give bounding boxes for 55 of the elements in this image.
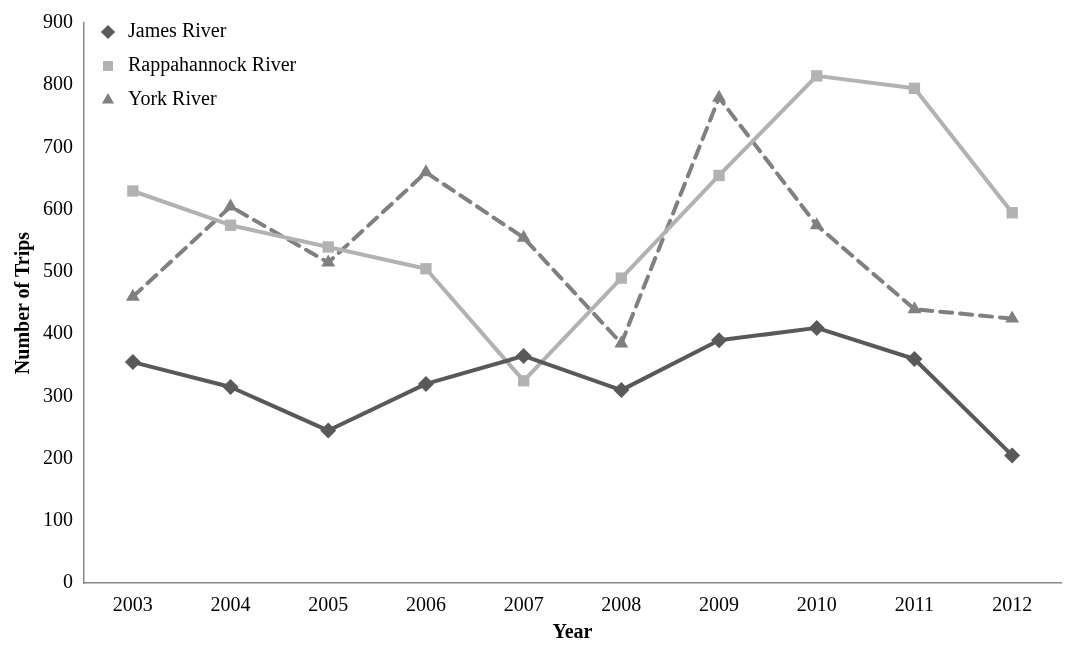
legend-label: York River	[128, 87, 217, 110]
point	[1004, 447, 1021, 464]
point	[713, 169, 725, 182]
point	[320, 422, 337, 439]
point	[1005, 310, 1020, 323]
point	[809, 217, 824, 230]
y-tick-label: 200	[43, 445, 73, 468]
x-tick-label: 2008	[601, 593, 642, 616]
x-tick-label: 2012	[992, 593, 1033, 616]
point	[420, 263, 432, 275]
y-tick-label: 700	[43, 134, 73, 157]
point	[712, 89, 726, 102]
point	[615, 272, 628, 284]
x-tick-label: 2007	[503, 593, 544, 616]
point	[224, 219, 237, 231]
point	[322, 241, 334, 253]
point	[906, 351, 923, 367]
y-axis-title: Number of Trips	[11, 231, 35, 375]
x-axis-title: Year	[552, 620, 593, 643]
point	[222, 379, 239, 395]
x-tick-label: 2006	[405, 593, 446, 616]
x-tick-label: 2011	[894, 593, 935, 616]
point	[125, 288, 140, 301]
point	[907, 301, 922, 314]
point	[223, 198, 238, 211]
point	[515, 347, 532, 364]
point	[1006, 207, 1018, 219]
x-tick-label: 2005	[308, 593, 349, 616]
point	[516, 229, 531, 242]
y-tick-label: 800	[43, 72, 73, 95]
point	[613, 382, 630, 399]
point	[517, 375, 530, 387]
y-tick-label: 500	[43, 259, 73, 282]
point	[808, 319, 825, 336]
point	[321, 254, 336, 267]
x-tick-label: 2009	[699, 593, 740, 616]
point	[811, 70, 823, 82]
legend-label: Rappahannock River	[128, 53, 297, 77]
y-tick-label: 300	[43, 383, 73, 406]
x-tick-label: 2004	[210, 593, 251, 616]
point	[908, 82, 921, 94]
y-tick-label: 600	[43, 196, 73, 219]
y-tick-label: 0	[63, 570, 73, 593]
point	[127, 185, 139, 197]
legend-label: James River	[128, 19, 227, 42]
y-tick-label: 400	[43, 321, 73, 344]
point	[124, 354, 141, 371]
point	[417, 375, 434, 392]
x-tick-label: 2010	[796, 593, 837, 616]
x-tick-label: 2003	[112, 593, 153, 616]
point	[711, 332, 728, 349]
y-tick-label: 900	[43, 10, 73, 33]
y-tick-label: 100	[43, 508, 73, 531]
point	[419, 164, 433, 177]
point	[614, 335, 629, 348]
